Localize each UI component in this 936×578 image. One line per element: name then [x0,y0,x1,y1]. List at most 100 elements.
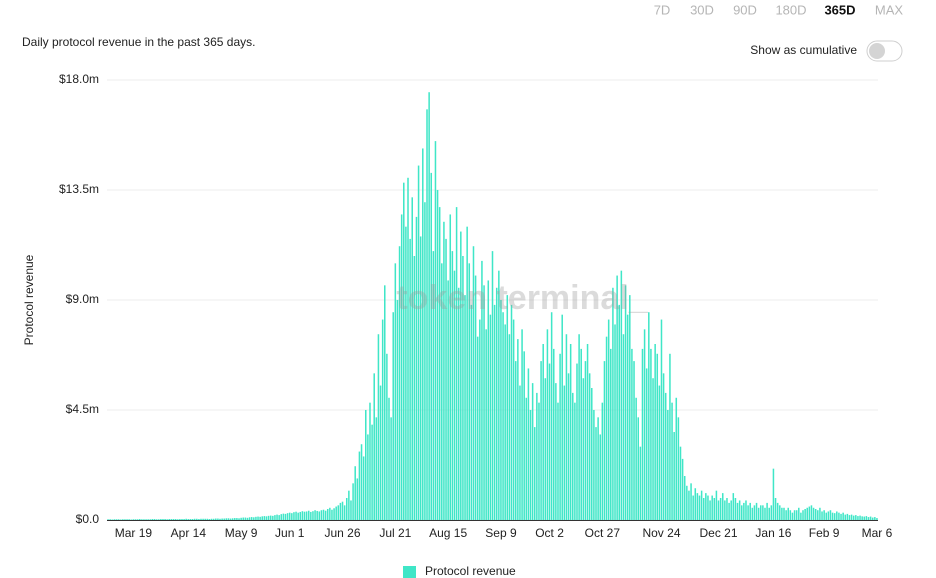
bar [124,519,126,520]
bar [407,177,409,520]
bar [394,263,397,520]
bar [462,256,464,520]
bar [472,246,475,520]
bar [779,505,781,520]
bar [337,505,340,520]
bar [806,507,808,520]
bar [631,348,633,520]
bar [569,344,572,520]
bar [787,507,789,520]
bar [295,511,297,520]
bar [489,314,492,520]
bar [544,378,547,520]
bar [122,519,124,520]
range-button[interactable]: 30D [690,2,714,17]
bar [681,458,684,520]
bar [603,361,606,520]
bar [191,519,194,520]
bar [231,518,234,520]
bar [827,511,830,520]
bar [272,515,274,520]
bar [356,478,359,520]
bar [318,511,321,520]
bar [620,270,623,520]
bar [246,517,249,520]
range-button[interactable]: 7D [654,2,671,17]
bar [229,518,232,520]
y-tick-label: $0.0 [76,512,100,526]
bar [240,517,242,520]
toggle[interactable] [866,40,903,62]
range-button[interactable]: MAX [875,2,904,17]
bar [753,505,756,520]
bar [550,312,553,520]
y-tick-label: $18.0m [59,72,99,86]
bar [540,361,542,520]
bar [755,502,758,520]
bar [460,231,462,521]
bar [481,260,483,520]
bar [234,518,236,520]
range-button[interactable]: 90D [733,2,757,17]
bar [648,312,650,520]
bar [679,446,682,520]
bar [783,507,785,520]
bar [445,238,447,520]
bar [358,451,361,520]
bar [348,490,350,520]
bar [379,385,382,520]
bar [134,519,137,520]
y-tick-label: $9.0m [66,292,99,306]
bar [426,109,428,520]
x-tick-label: Mar 19 [115,526,153,540]
bar [259,516,261,520]
bar [624,285,627,520]
bar [157,519,160,520]
bar [253,517,255,520]
bar [388,397,390,520]
bar [738,500,741,520]
range-button[interactable]: 365D [824,2,855,17]
bar [441,263,443,520]
bar [599,434,601,520]
bar [329,507,331,520]
bar [819,507,821,520]
bar [650,348,652,520]
bar [422,148,424,520]
bar [660,319,663,520]
bar [274,515,276,520]
bar [565,334,568,520]
bar [301,511,304,520]
bar [776,502,779,520]
bar [762,505,764,520]
bar [183,519,185,520]
bar [760,505,762,520]
bar [751,507,754,520]
bar [483,285,485,520]
bar [155,519,158,520]
bar [149,519,152,520]
bar [479,319,481,520]
bar [217,518,219,520]
bar [552,348,555,520]
bar [800,512,802,520]
bar [557,402,559,520]
bar [844,514,847,520]
bar [559,353,561,520]
bar [360,444,363,520]
bar [257,516,259,520]
legend-label[interactable]: Protocol revenue [425,564,516,578]
bar [694,488,697,520]
x-tick-label: Oct 2 [535,526,564,540]
x-tick-label: Nov 24 [642,526,680,540]
bar [724,500,726,520]
bar [223,518,225,520]
bar [504,324,506,520]
bar [265,516,268,520]
bar [696,493,699,520]
bar [506,295,509,520]
bar [838,512,840,520]
bar [576,363,578,520]
bar [244,517,247,520]
range-button[interactable]: 180D [775,2,806,17]
